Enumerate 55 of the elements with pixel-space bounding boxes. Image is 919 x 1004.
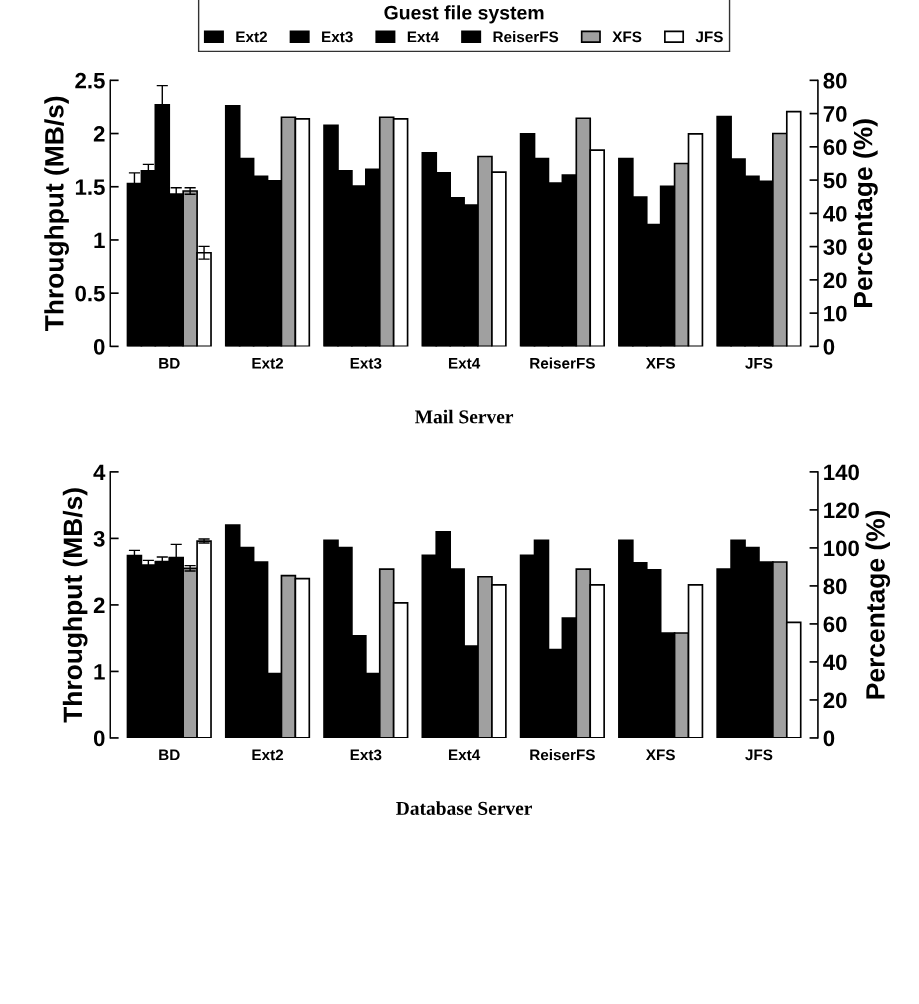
x-tick-label: XFS [645, 357, 675, 369]
y2-tick-label: 80 [823, 72, 847, 89]
y2-tick-label: 50 [823, 172, 847, 189]
legend-label: JFS [695, 31, 723, 43]
y2-tick-label: 120 [824, 502, 859, 519]
legend-title: Guest file system [384, 5, 544, 24]
x-tick-label: XFS [645, 749, 675, 761]
x-tick-label: Ext2 [252, 749, 284, 761]
x-tick-label: BD [159, 749, 180, 761]
y2-tick-label: 60 [823, 139, 847, 156]
y-tick-label: 1 [94, 664, 105, 680]
y-tick-label: 0 [93, 338, 105, 355]
text: Database Server [396, 801, 532, 815]
y2-tick-label: 0 [823, 730, 835, 747]
y-tick-label: 0 [93, 730, 105, 747]
y2-tick-label: 60 [823, 616, 847, 633]
y2-tick-label: 20 [823, 692, 847, 709]
x-tick-label: JFS [745, 749, 773, 761]
text: Mail Server [415, 409, 514, 424]
x-tick-label: JFS [745, 357, 773, 369]
y2-axis-title: Percentage (%) [853, 119, 878, 307]
x-tick-label: ReiserFS [530, 749, 595, 761]
legend-label: Ext4 [407, 31, 439, 43]
x-tick-label: ReiserFS [530, 357, 595, 369]
x-tick-label: BD [159, 358, 180, 369]
y2-axis-title: Percentage (%) [865, 510, 891, 699]
y2-tick-label: 0 [823, 338, 835, 355]
legend-label: XFS [612, 31, 642, 43]
y2-tick-label: 70 [823, 106, 847, 122]
y2-tick-label: 40 [823, 654, 847, 671]
y2-tick-label: 20 [823, 272, 847, 289]
y-tick-label: 1.5 [75, 179, 105, 196]
y-axis-title: Throughput (MB/s) [62, 488, 88, 723]
y-tick-label: 2 [93, 597, 105, 613]
legend-label: ReiserFS [493, 31, 559, 43]
y2-tick-label: 10 [824, 305, 847, 322]
y-tick-label: 1 [94, 232, 105, 249]
y-tick-label: 2.5 [75, 72, 105, 89]
y-tick-label: 0.5 [75, 285, 105, 302]
legend-label: Ext2 [236, 31, 267, 43]
legend-label: Ext3 [322, 31, 353, 43]
y2-tick-label: 140 [824, 464, 859, 481]
x-tick-label: Ext3 [350, 357, 382, 369]
x-tick-label: Ext4 [448, 358, 481, 369]
y-tick-label: 2 [93, 126, 105, 142]
y2-tick-label: 30 [823, 239, 847, 255]
y2-tick-label: 40 [823, 205, 847, 222]
y2-tick-label: 100 [824, 540, 859, 557]
y2-tick-label: 80 [823, 578, 847, 595]
y-tick-label: 3 [93, 530, 105, 547]
y-axis-title: Throughput (MB/s) [44, 96, 69, 332]
x-tick-label: Ext2 [252, 357, 284, 369]
x-tick-label: Ext4 [448, 749, 481, 761]
y-tick-label: 4 [93, 464, 106, 480]
x-tick-label: Ext3 [350, 749, 382, 761]
